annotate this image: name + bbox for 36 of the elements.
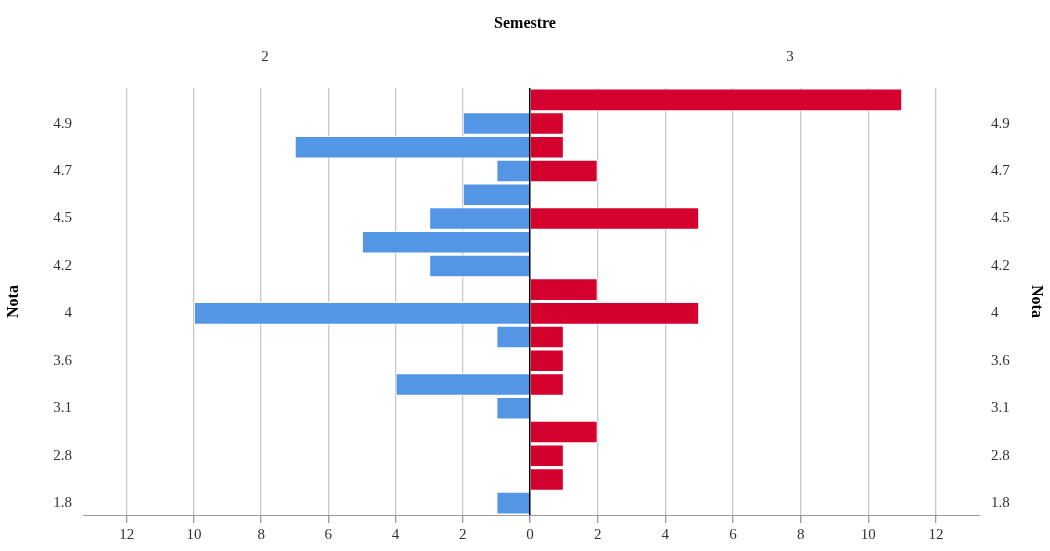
y-tick-label: 4.2 [991,256,1010,273]
chart-subtitle: 3 [786,47,794,64]
x-tick-label: 2 [593,525,602,542]
y-tick-label: 3.6 [53,351,73,368]
y-axis-title: Nota [3,285,21,318]
x-tick-label: 0 [526,525,534,542]
y-tick-label: 4.7 [991,161,1011,178]
y-tick-label: 3.6 [991,351,1011,368]
x-tick-label: 10 [860,525,876,542]
y-tick-label: 2.8 [53,446,72,463]
x-tick-label: 4 [661,525,670,542]
x-tick-label: 6 [729,525,738,542]
y-tick-label: 4 [991,304,999,321]
y-tick-label: 4.5 [991,209,1010,226]
y-tick-label: 4.9 [991,114,1010,131]
y-tick-label: 1.8 [991,494,1010,511]
y-axis-title: Nota [1029,285,1047,318]
y-tick-label: 4.9 [53,114,72,131]
y-tick-label: 4.5 [53,209,72,226]
x-tick-label: 12 [928,525,944,542]
x-tick-label: 4 [391,525,400,542]
y-tick-label: 4.7 [53,161,73,178]
x-tick-label: 12 [119,525,135,542]
y-tick-label: 3.1 [53,399,72,416]
chart-title: Semestre [493,13,557,33]
x-tick-label: 2 [459,525,467,542]
x-tick-label: 6 [324,525,333,542]
x-tick-label: 8 [257,525,265,542]
y-tick-label: 4 [64,304,73,321]
y-tick-label: 3.1 [991,399,1010,416]
y-tick-label: 1.8 [53,494,72,511]
x-tick-label: 8 [796,525,805,542]
y-tick-label: 2.8 [991,446,1010,463]
y-tick-label: 4.2 [53,256,72,273]
x-tick-label: 10 [186,525,202,542]
chart-subtitle: 2 [261,47,269,64]
